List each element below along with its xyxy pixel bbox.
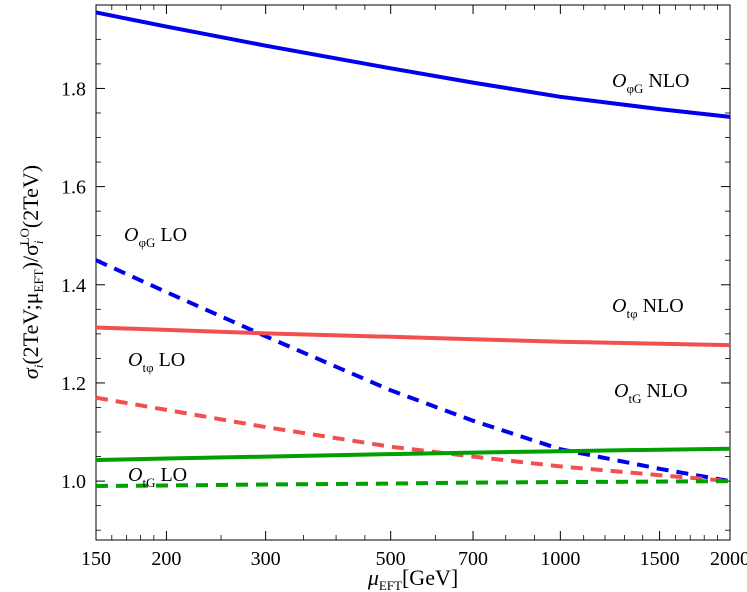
x-tick-label: 300 [251, 548, 281, 570]
series-lines [95, 10, 731, 488]
phig-nlo-line [95, 10, 731, 119]
phig-lo-line [95, 258, 731, 484]
y-tick-label: 1.2 [61, 373, 86, 395]
x-tick-label: 200 [151, 548, 181, 570]
tg-lo-label: OtG LO [128, 464, 187, 490]
tg-nlo-line [95, 446, 731, 462]
y-tick-label: 1.6 [61, 177, 86, 199]
tg-nlo-label: OtG NLO [614, 380, 688, 406]
x-tick-label: 150 [81, 548, 111, 570]
tphi-nlo-label: Otφ NLO [612, 295, 684, 321]
y-tick-label: 1.0 [61, 471, 86, 493]
phig-lo-label: OφG LO [124, 224, 187, 250]
tick-labels: 150 200 300 500 700 1000 1500 2000 1.0 1.2 1.4 1.6 1… [61, 78, 747, 570]
x-axis-title: μEFT[GeV] [367, 565, 458, 592]
phig-nlo-label: OφG NLO [612, 70, 689, 96]
tphi-lo-line [95, 395, 731, 484]
y-tick-label: 1.4 [61, 275, 86, 297]
y-axis-title: σi(2TeV;μEFT)/σiLO(2TeV) [17, 165, 46, 379]
tick-marks [95, 5, 731, 540]
tphi-lo-label: Otφ LO [128, 349, 185, 375]
x-tick-label: 1000 [540, 548, 580, 570]
tphi-nlo-line [95, 325, 731, 348]
x-tick-label: 1500 [640, 548, 680, 570]
x-tick-label: 500 [376, 548, 406, 570]
tg-lo-line [95, 479, 731, 488]
series-labels: OφG NLO OφG LO Otφ NLO Otφ LO OtG NLO OtG LO [124, 70, 689, 490]
x-tick-label: 700 [458, 548, 488, 570]
x-tick-label: 2000 [710, 548, 747, 570]
plot-frame [95, 4, 731, 541]
y-tick-label: 1.8 [61, 78, 86, 100]
